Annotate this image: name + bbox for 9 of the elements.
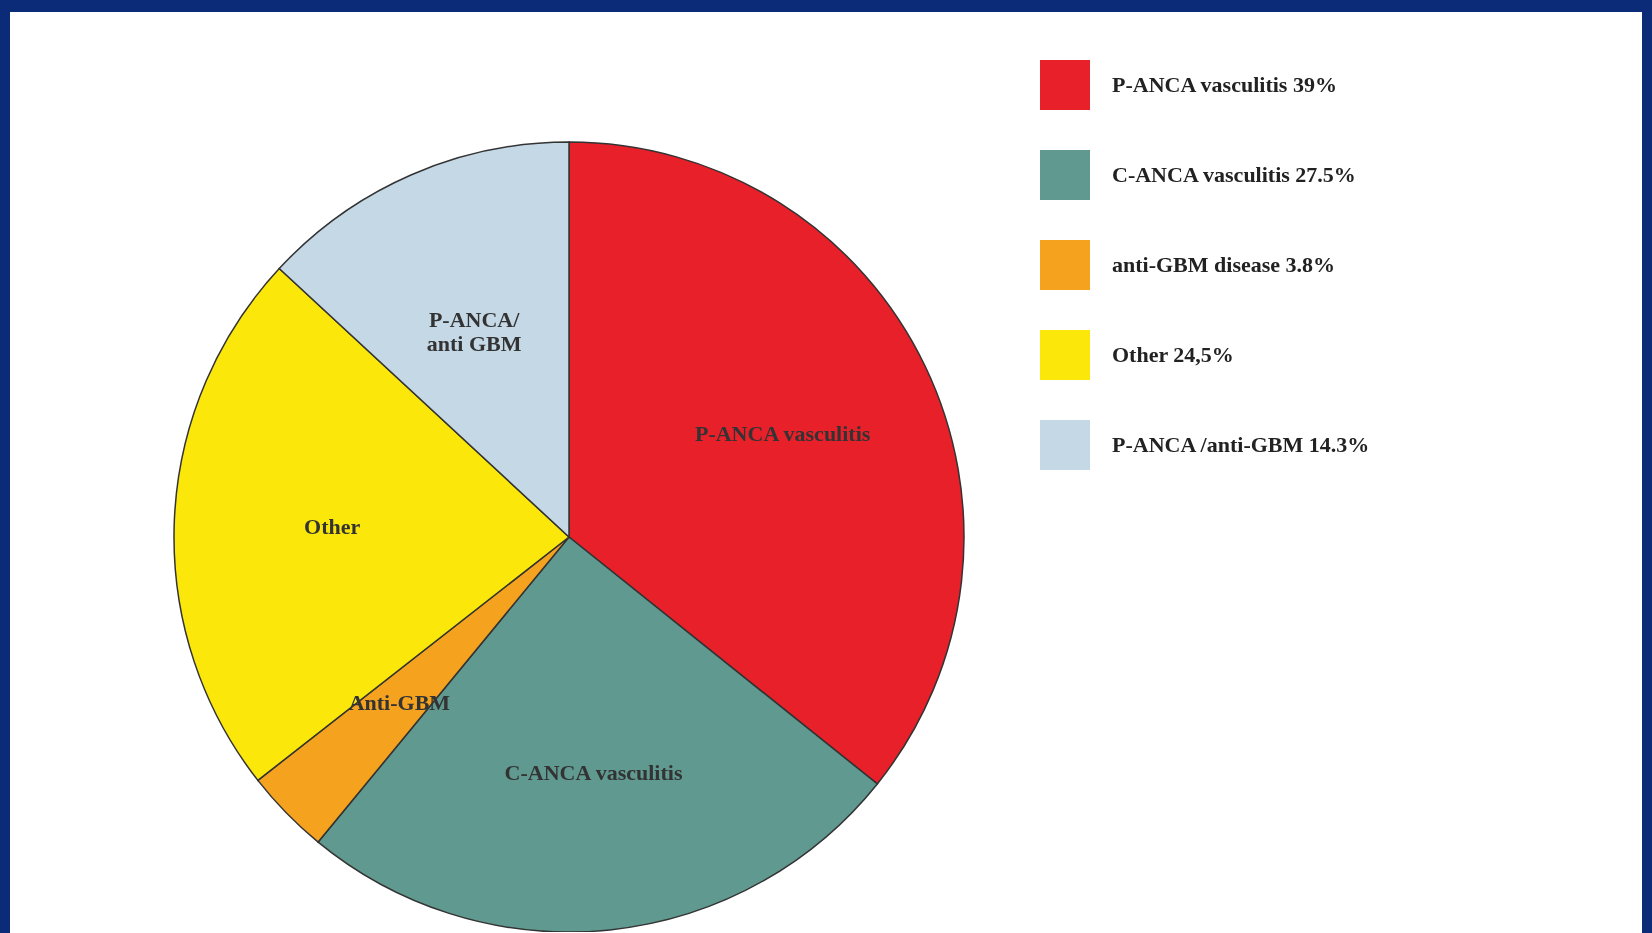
legend-label: anti-GBM disease 3.8%	[1112, 252, 1336, 277]
legend-label: P-ANCA /anti-GBM 14.3%	[1112, 432, 1370, 457]
text: P-ANCA/ anti GBM	[426, 306, 522, 356]
legend-label: C-ANCA vasculitis 27.5%	[1112, 162, 1356, 187]
legend-label: P-ANCA vasculitis 39%	[1112, 72, 1337, 97]
text: C-ANCA vasculitis	[504, 759, 683, 785]
text: Other	[304, 514, 361, 540]
legend-label: Other 24,5%	[1112, 342, 1234, 367]
text: P-ANCA vasculitis	[694, 421, 871, 447]
